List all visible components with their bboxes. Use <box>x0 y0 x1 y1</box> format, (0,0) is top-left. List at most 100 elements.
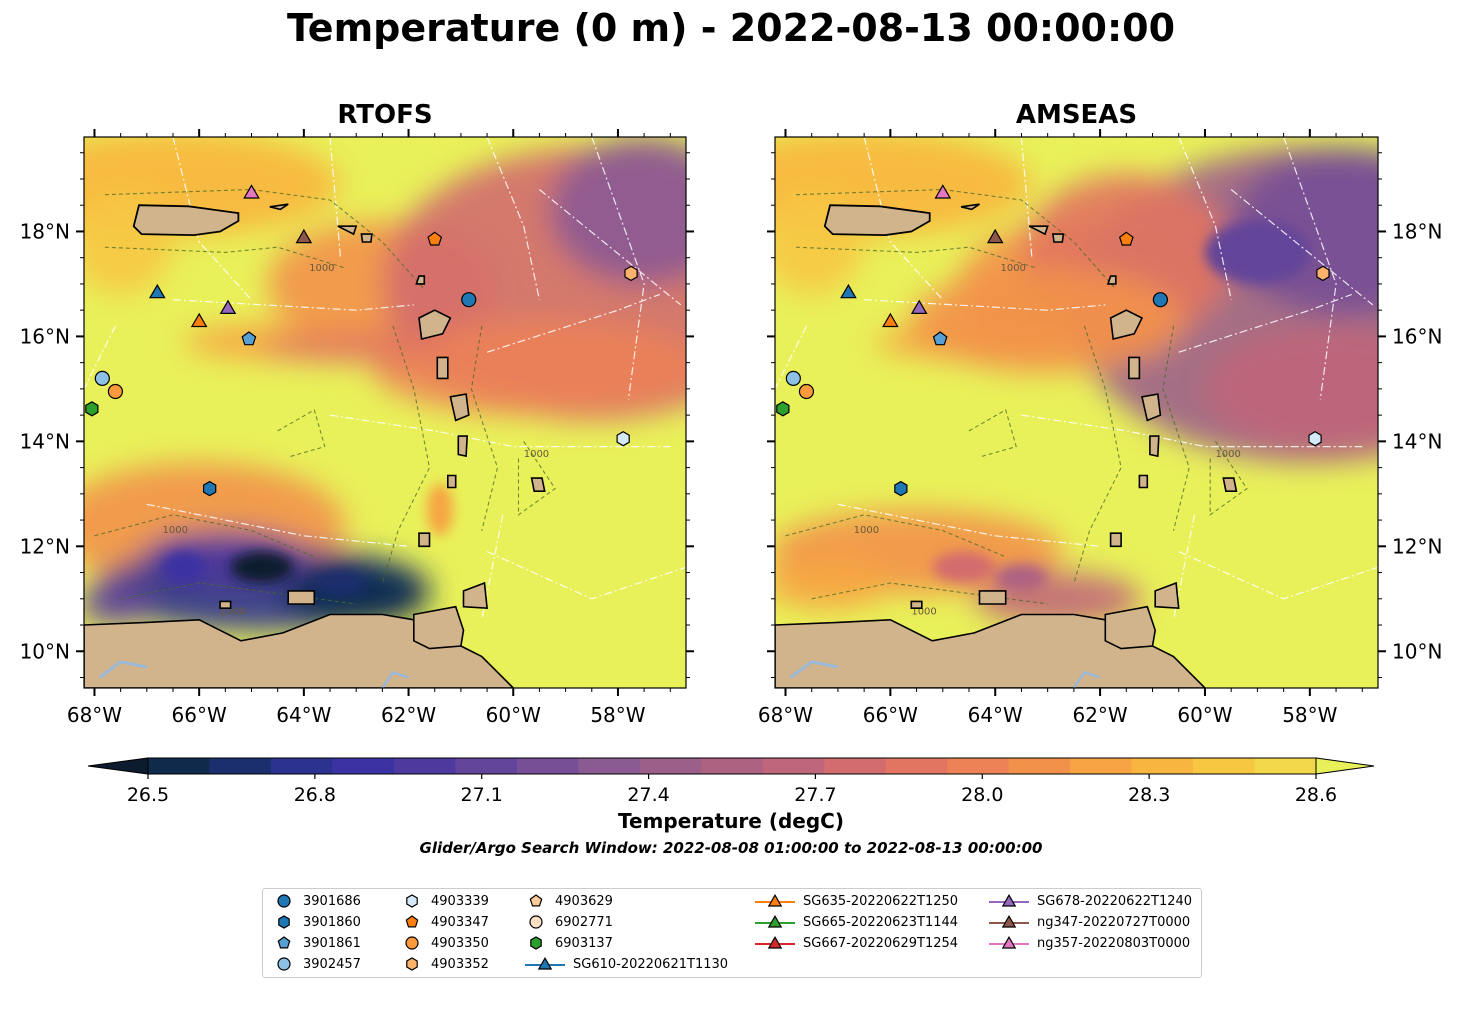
marker-SG678-20220622T1240 <box>219 299 237 314</box>
river <box>381 670 409 688</box>
island <box>415 275 426 285</box>
colorbar-segment <box>393 758 456 774</box>
marker-3901861 <box>277 936 291 949</box>
marker-3901686 <box>461 292 477 308</box>
eez-line <box>1021 414 1363 448</box>
contour-label: 1000 <box>854 525 879 536</box>
eez-line <box>1178 137 1232 300</box>
colorbar-segment <box>270 758 333 774</box>
marker-4903352 <box>1316 265 1330 282</box>
depth-contour <box>277 409 326 458</box>
eez-line <box>172 137 252 301</box>
eez-line <box>329 414 671 448</box>
eez-line <box>146 503 409 547</box>
map-amseas: 1000 1000 1000 1000 <box>775 137 1378 688</box>
x-tick-label: 58°W <box>1282 703 1337 727</box>
legend-item: ng357-20220803T0000 <box>989 934 1190 952</box>
map-rtofs: 1000 1000 1000 1000 <box>84 137 686 688</box>
eez-line <box>486 137 540 300</box>
legend-label: 6903137 <box>555 935 613 951</box>
temperature-patch <box>549 137 686 284</box>
search-window-text: Glider/Argo Search Window: 2022-08-08 01… <box>419 839 1043 857</box>
legend-symbol <box>989 935 1029 949</box>
contour-label: 1000 <box>1215 449 1240 460</box>
marker-3901860 <box>278 915 290 929</box>
island <box>1028 225 1049 236</box>
island <box>1106 275 1117 285</box>
marker-4903352 <box>406 957 418 971</box>
legend-item: ng347-20220727T0000 <box>989 913 1190 931</box>
eez-line <box>172 299 414 311</box>
marker-ng357-20220803T0000 <box>243 184 260 199</box>
eez-line <box>1230 189 1374 306</box>
marker-6903137 <box>85 401 99 417</box>
island <box>960 203 980 211</box>
land-south-america <box>84 613 515 688</box>
y-tick-label: 12°N <box>1392 534 1442 558</box>
legend-label: ng357-20220803T0000 <box>1037 935 1191 951</box>
legend-item: 4903339 <box>401 892 489 910</box>
island <box>418 532 431 548</box>
depth-contours <box>785 188 1248 605</box>
figure-title: Temperature (0 m) - 2022-08-13 00:00:00 <box>286 6 1176 50</box>
marker-4903339 <box>406 894 418 908</box>
marker-4903347 <box>1118 231 1134 246</box>
contour-label: 1000 <box>163 525 188 536</box>
colorbar-segment <box>1254 758 1317 774</box>
marker-SG635-20220622T1250 <box>767 893 783 907</box>
x-tick-label: 64°W <box>276 703 331 727</box>
island <box>457 435 469 458</box>
depth-contour <box>120 582 357 605</box>
y-tick-label: 14°N <box>1392 429 1442 453</box>
island-trinidad <box>1104 605 1157 650</box>
legend-symbol <box>989 914 1029 928</box>
eez-line <box>775 325 808 390</box>
colorbar-segment <box>885 758 948 774</box>
colorbar-tick-label: 28.3 <box>1128 784 1170 806</box>
marker-4903350 <box>107 383 124 400</box>
marker-SG635-20220622T1250 <box>882 312 899 328</box>
land-south-america <box>775 613 1207 688</box>
legend-label: SG678-20220622T1240 <box>1037 893 1193 909</box>
eez-line <box>863 137 944 301</box>
depth-contour <box>785 514 1006 558</box>
marker-SG678-20220622T1240 <box>910 299 928 314</box>
eez-line <box>539 189 682 306</box>
depth-contour <box>104 188 425 290</box>
colorbar-segment <box>455 758 518 774</box>
y-tick-label: 18°N <box>20 219 70 243</box>
colorbar-frame <box>147 757 1317 775</box>
island <box>337 225 358 236</box>
marker-6903137 <box>530 936 542 950</box>
legend: 3901686 3901860 3901861 3902457 4903339 49033… <box>262 888 1202 978</box>
legend-label: SG665-20220623T1144 <box>803 914 959 930</box>
island <box>1109 309 1144 340</box>
y-tick-label: 14°N <box>20 429 70 453</box>
depth-contour <box>968 409 1017 458</box>
island-trinidad <box>412 605 465 650</box>
marker-SG678-20220622T1240 <box>1001 893 1017 907</box>
legend-symbol <box>529 915 543 929</box>
island <box>446 474 457 489</box>
panel-title-rtofs: RTOFS <box>337 100 433 130</box>
legend-label: 6902771 <box>555 914 613 930</box>
temperature-filament <box>426 483 454 536</box>
colorbar-segment <box>578 758 641 774</box>
legend-label: 3902457 <box>303 956 361 972</box>
temperature-patch <box>84 583 153 626</box>
colorbar-segment <box>516 758 579 774</box>
temperature-filament <box>1204 220 1310 284</box>
marker-3901686 <box>277 894 291 908</box>
legend-symbol <box>530 936 542 950</box>
x-tick-label: 66°W <box>172 703 227 727</box>
legend-label: 4903350 <box>431 935 489 951</box>
legend-item: 4903350 <box>401 934 489 952</box>
marker-3901860 <box>894 480 908 497</box>
legend-item: 4903629 <box>525 892 613 910</box>
eez-line <box>329 137 342 258</box>
legend-item: 3902457 <box>273 955 361 973</box>
legend-symbol <box>277 894 291 908</box>
legend-label: 4903629 <box>555 893 613 909</box>
temperature-filaments <box>932 220 1310 591</box>
marker-3901860 <box>203 480 217 497</box>
